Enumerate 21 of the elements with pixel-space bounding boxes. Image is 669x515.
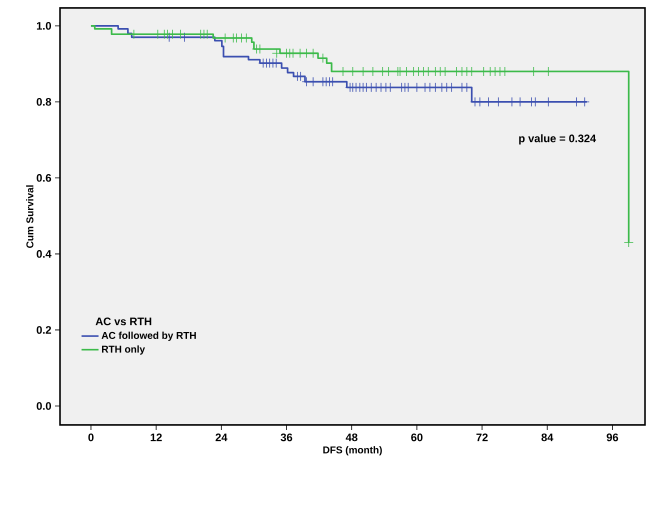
x-tick-label: 12 [150,434,162,442]
x-tick-label: 48 [346,434,358,442]
legend-title: AC vs RTH [96,318,152,326]
x-axis-title: DFS (month) [323,446,382,456]
y-tick-label: 0.0 [36,402,52,410]
y-axis-title: Cum Survival [26,185,34,248]
x-tick-label: 96 [606,434,618,442]
y-tick-label: 0.8 [36,98,52,106]
legend-label: AC followed by RTH [102,332,196,341]
x-tick-label: 60 [411,434,423,442]
y-tick-label: 0.4 [36,250,52,258]
x-tick-label: 0 [88,434,94,442]
legend-label: RTH only [102,345,145,355]
y-tick-label: 1.0 [36,22,52,30]
x-tick-label: 84 [541,434,554,442]
x-tick-label: 36 [280,434,292,442]
x-tick-label: 24 [216,434,228,442]
y-tick-label: 0.6 [36,174,52,182]
annotation: p value = 0.324 [519,134,596,144]
y-tick-label: 0.2 [36,326,52,334]
x-tick-label: 72 [476,434,488,442]
